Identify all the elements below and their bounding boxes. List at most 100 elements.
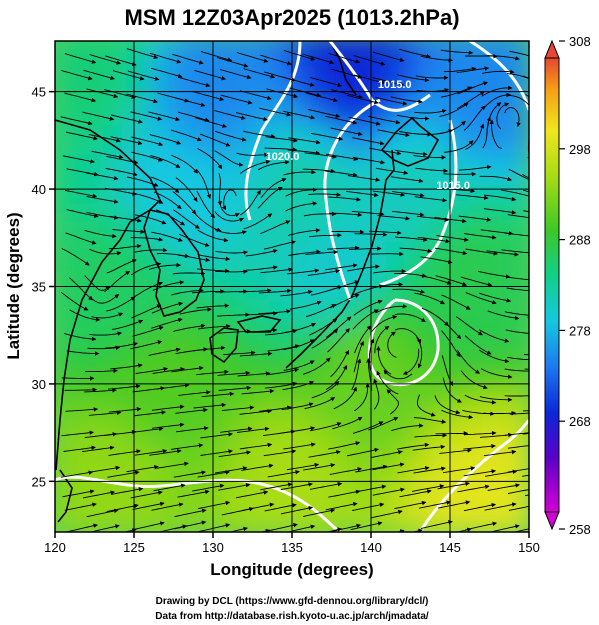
streamline (218, 482, 251, 491)
streamline (198, 523, 231, 532)
field-cell (290, 208, 318, 242)
streamline (346, 190, 379, 198)
streamline (174, 520, 207, 530)
streamline (260, 482, 293, 491)
streamline (130, 237, 164, 242)
field-cell (266, 442, 294, 476)
streamline (487, 483, 520, 491)
field-cell (100, 442, 129, 476)
field-cell (290, 120, 318, 155)
streamline (214, 228, 247, 235)
streamline (218, 329, 252, 334)
field-cell (266, 383, 294, 418)
streamline (134, 448, 168, 456)
streamline (463, 469, 497, 477)
streamline (464, 335, 492, 355)
field-cell (171, 120, 200, 155)
streamline (458, 215, 492, 222)
streamline (127, 176, 159, 187)
streamline (89, 54, 122, 65)
kyushu-coastline (209, 327, 239, 364)
streamline (280, 482, 313, 491)
streamline (283, 442, 316, 450)
streamline (354, 325, 372, 354)
streamline (354, 382, 370, 412)
streamline (415, 75, 449, 81)
streamline (330, 349, 349, 378)
streamline (106, 155, 139, 165)
streamline (481, 69, 515, 75)
streamline (151, 301, 184, 314)
streamline (391, 423, 424, 432)
field-cell (455, 325, 484, 359)
streamline (244, 328, 278, 333)
field-cell (290, 500, 318, 532)
streamline (329, 523, 362, 532)
streamline (309, 481, 343, 490)
y-tick-label: 25 (32, 474, 46, 489)
streamline (441, 294, 471, 310)
field-cell (76, 41, 105, 67)
streamline (88, 134, 121, 143)
field-cell (361, 120, 389, 155)
pressure-contour (55, 475, 341, 532)
streamline (86, 172, 119, 181)
streamline (126, 93, 159, 104)
streamline (289, 300, 322, 310)
streamline (285, 201, 318, 212)
streamline (283, 110, 316, 120)
streamline (126, 48, 159, 60)
streamline (221, 189, 237, 211)
streamline (123, 528, 137, 532)
streamline (456, 194, 489, 200)
streamline (108, 449, 141, 456)
streamline (463, 443, 496, 450)
field-cell (290, 41, 318, 67)
streamline (460, 370, 488, 390)
streamline (111, 319, 144, 330)
streamline (483, 410, 517, 416)
field-cell (503, 62, 529, 96)
streamline (194, 212, 222, 232)
pressure-contour (418, 419, 529, 532)
streamline (504, 368, 529, 372)
streamline (464, 233, 497, 240)
colorbar-tick-label: 258 (569, 522, 591, 537)
streamline (280, 289, 313, 297)
streamline (402, 348, 420, 375)
streamline (179, 307, 212, 315)
field-cell (124, 296, 152, 330)
credit-drawing: Drawing by DCL (https://www.gfd-dennou.o… (156, 596, 429, 607)
streamline (414, 292, 445, 305)
streamline (439, 448, 472, 454)
streamline (394, 500, 427, 510)
plot-area: 1020.0 1015.0 1015.0 (55, 41, 529, 532)
streamline (443, 66, 477, 73)
field-cell (432, 41, 460, 67)
streamline (151, 231, 183, 242)
streamline (112, 229, 146, 234)
streamline (152, 280, 185, 291)
streamline (90, 294, 120, 304)
streamline (151, 317, 183, 329)
streamline (82, 445, 115, 453)
colorbar-top-triangle (544, 39, 560, 59)
streamline (108, 243, 142, 250)
streamline (64, 502, 97, 511)
streamline (61, 69, 93, 81)
streamline (368, 417, 399, 431)
streamline (328, 196, 361, 202)
streamline (392, 288, 425, 294)
streamline (197, 148, 223, 170)
streamline (88, 410, 122, 416)
streamline (329, 293, 360, 309)
streamline (214, 211, 244, 222)
streamline (194, 69, 227, 81)
field-cell (455, 62, 484, 96)
streamline (282, 426, 316, 434)
streamline (134, 247, 168, 253)
streamline (325, 170, 358, 177)
streamline (84, 229, 117, 239)
field-cell (218, 150, 247, 184)
field-cell (384, 62, 413, 96)
